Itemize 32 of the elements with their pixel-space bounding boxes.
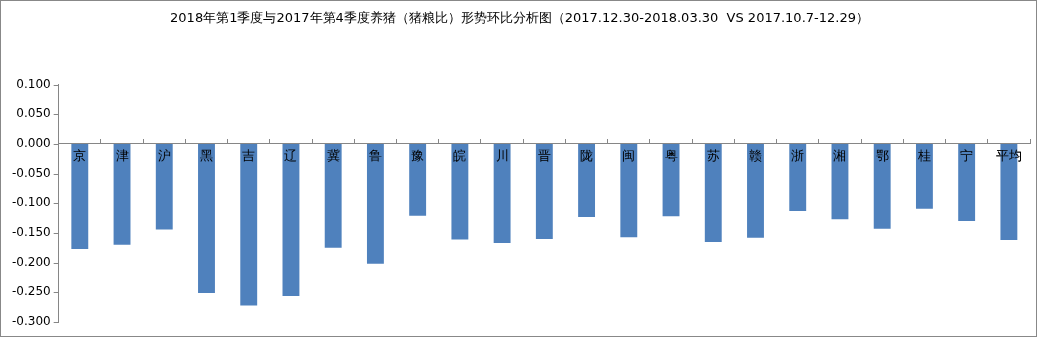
y-tick-label: -0.050	[12, 165, 51, 180]
x-tick-label: 粤	[664, 148, 678, 164]
x-tick-label: 辽	[284, 148, 298, 164]
x-tick-label: 黑	[199, 148, 213, 164]
y-tick-label: -0.150	[12, 225, 51, 240]
x-tick-label: 津	[115, 148, 129, 164]
x-tick-label: 鄂	[875, 148, 889, 164]
x-tick-label: 川	[495, 148, 509, 164]
x-tick-label: 鲁	[368, 148, 382, 164]
x-tick-label: 皖	[453, 148, 467, 164]
y-tick-label: 0.050	[16, 106, 51, 121]
chart-title: 2018年第1季度与2017年第4季度养猪（猪粮比）形势环比分析图（2017.12.30-2018.03.30 VS 2017.10.7-12.29）	[170, 10, 869, 26]
x-tick-label: 冀	[326, 148, 340, 164]
x-tick-label: 吉	[242, 148, 256, 164]
x-tick-label: 晋	[537, 148, 551, 164]
x-tick-label: 陇	[580, 148, 594, 164]
x-tick-label: 赣	[749, 148, 762, 164]
x-tick-label: 豫	[411, 148, 425, 164]
y-tick-label: 0.000	[16, 136, 51, 151]
y-tick-label: -0.300	[12, 314, 51, 329]
x-tick-label: 桂	[916, 148, 931, 164]
y-tick-label: -0.100	[12, 195, 51, 210]
x-tick-label: 浙	[791, 148, 805, 164]
x-tick-label: 宁	[960, 148, 974, 164]
x-tick-label: 湘	[833, 148, 847, 164]
y-tick-label: 0.100	[16, 76, 51, 91]
x-tick-label: 京	[73, 148, 87, 164]
x-tick-label: 闽	[622, 148, 636, 164]
x-tick-label: 沪	[157, 148, 171, 164]
y-tick-label: -0.200	[12, 254, 51, 269]
y-tick-label: -0.250	[12, 284, 51, 299]
x-tick-label: 苏	[706, 148, 720, 164]
